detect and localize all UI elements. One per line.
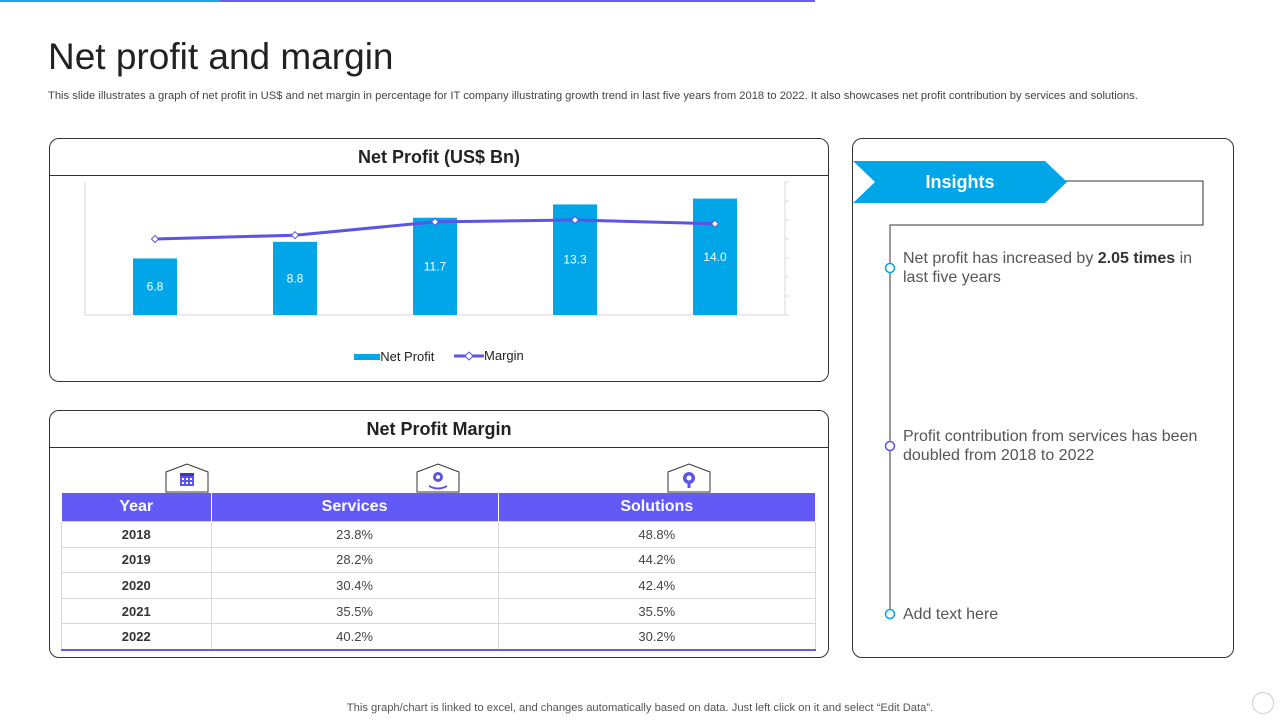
legend-line-swatch <box>454 350 485 361</box>
calendar-icon <box>165 463 209 493</box>
net-profit-margin-panel: Net Profit Margin Year Services Solution… <box>49 410 829 658</box>
corner-circle <box>1252 692 1274 714</box>
solutions-icon <box>667 463 711 493</box>
table-icons-row <box>61 463 816 493</box>
insight-item-2: Profit contribution from services has be… <box>903 428 1198 464</box>
insight-item-3[interactable]: Add text here <box>903 606 999 623</box>
timeline-dot <box>884 608 896 620</box>
bar-net-profit <box>413 217 457 315</box>
cell-year: 2022 <box>61 623 212 651</box>
cell-year: 2018 <box>61 521 212 548</box>
table-row: 2022 40.2% 30.2% <box>61 623 817 651</box>
cell-year: 2020 <box>61 572 212 599</box>
page-subtitle: This slide illustrates a graph of net pr… <box>48 90 1138 102</box>
legend-net-profit: Net Profit <box>354 349 434 364</box>
insight-item-1: Net profit has increased by 2.05 times i… <box>903 250 1193 286</box>
margin-point <box>150 234 160 244</box>
legend-bar-swatch <box>354 353 381 360</box>
cell-services: 35.5% <box>210 597 499 625</box>
cell-solutions: 42.4% <box>497 572 817 599</box>
net-profit-chart-panel[interactable]: Net Profit (US$ Bn) 6.8 8.8 11.7 13.3 14.0 N… <box>49 138 829 382</box>
legend-margin: Margin <box>454 348 524 363</box>
timeline-dot <box>884 440 896 452</box>
cell-solutions: 48.8% <box>497 521 817 548</box>
col-header-solutions: Solutions <box>497 493 817 522</box>
bar-value-label: 14.0 <box>703 250 727 264</box>
insights-panel: Insights Net profit has increased by 2.0… <box>852 138 1234 658</box>
margin-point <box>710 219 720 229</box>
table-header-row: Year Services Solutions <box>61 493 817 522</box>
net-profit-chart[interactable]: 6.8 8.8 11.7 13.3 14.0 <box>50 176 828 346</box>
bar-net-profit <box>133 258 177 315</box>
chart-panel-title: Net Profit (US$ Bn) <box>50 139 828 176</box>
bar-net-profit <box>693 198 737 315</box>
bar-value-label: 8.8 <box>287 271 304 285</box>
margin-point <box>290 230 300 240</box>
cell-year: 2019 <box>61 546 212 574</box>
cell-services: 28.2% <box>210 546 499 574</box>
bar-value-label: 6.8 <box>147 280 164 294</box>
chart-legend: Net Profit Margin <box>50 348 828 364</box>
footer-note: This graph/chart is linked to excel, and… <box>346 702 934 714</box>
legend-net-profit-label: Net Profit <box>380 349 435 364</box>
col-header-year: Year <box>61 493 212 522</box>
cell-solutions: 35.5% <box>497 597 817 625</box>
margin-point <box>430 217 440 227</box>
legend-margin-label: Margin <box>484 348 524 363</box>
table-row: 2020 30.4% 42.4% <box>61 572 817 599</box>
table-row: 2019 28.2% 44.2% <box>61 546 817 574</box>
bar-value-label: 11.7 <box>424 259 447 273</box>
cell-services: 23.8% <box>210 521 499 548</box>
table-panel-title: Net Profit Margin <box>50 411 828 448</box>
services-icon <box>416 463 460 493</box>
top-accent-bar <box>0 0 815 2</box>
cell-year: 2021 <box>61 597 212 625</box>
net-profit-margin-table: Year Services Solutions 2018 23.8% 48.8%… <box>61 493 817 651</box>
insights-ribbon <box>853 161 1067 203</box>
col-header-services: Services <box>210 493 499 522</box>
cell-solutions: 44.2% <box>497 546 817 574</box>
table-row: 2018 23.8% 48.8% <box>61 521 817 548</box>
table-row: 2021 35.5% 35.5% <box>61 597 817 625</box>
margin-point <box>570 215 580 225</box>
timeline-connector <box>889 180 1204 613</box>
page-title: Net profit and margin <box>48 36 394 77</box>
bar-net-profit <box>273 241 317 315</box>
bar-value-label: 13.3 <box>563 253 587 267</box>
cell-services: 30.4% <box>210 572 499 599</box>
insights-title: Insights <box>925 172 995 192</box>
cell-solutions: 30.2% <box>497 623 817 651</box>
cell-services: 40.2% <box>210 623 499 651</box>
insights-timeline <box>853 161 1204 620</box>
timeline-dot <box>884 262 896 274</box>
